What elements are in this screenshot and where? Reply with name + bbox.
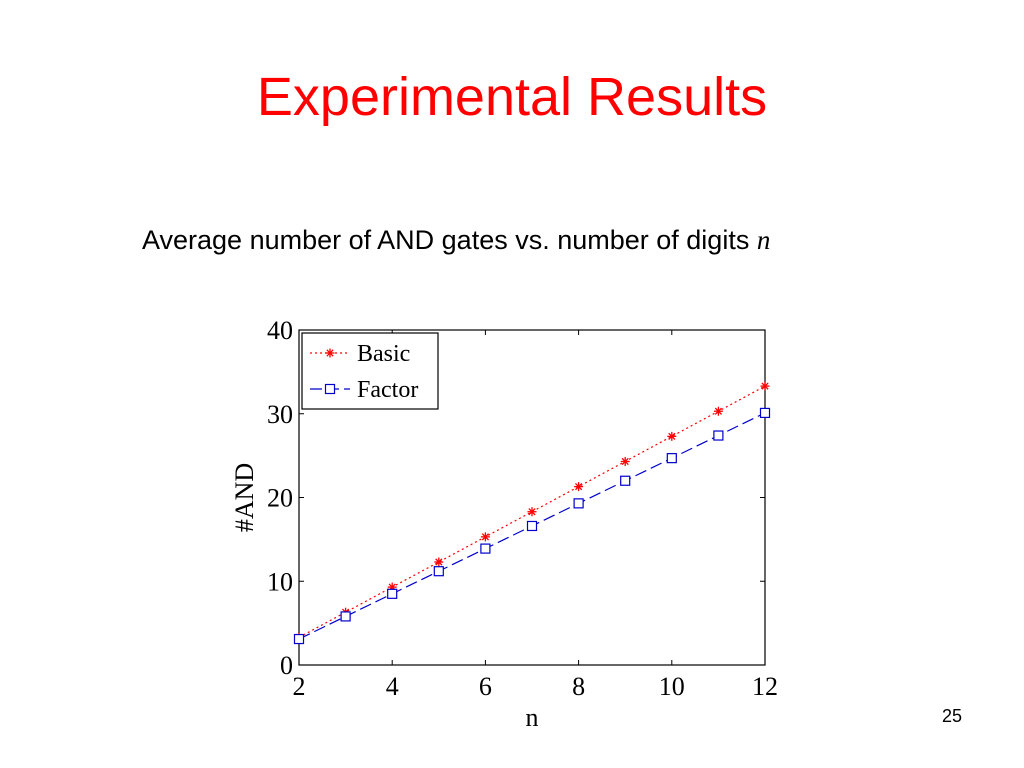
data-point-basic xyxy=(667,431,677,441)
data-point-basic xyxy=(713,406,723,416)
subtitle-variable: n xyxy=(756,225,771,255)
legend-label-basic: Basic xyxy=(357,341,410,367)
data-point-factor xyxy=(340,611,351,622)
slide-title: Experimental Results xyxy=(256,67,768,127)
series-line-basic xyxy=(298,385,766,638)
data-point-factor xyxy=(713,430,724,441)
x-tick-label: 6 xyxy=(479,672,492,701)
legend-box xyxy=(301,332,439,410)
data-point-basic xyxy=(480,532,490,542)
y-tick-label: 30 xyxy=(267,400,293,429)
page-number: 25 xyxy=(941,706,962,726)
x-tick-label: 2 xyxy=(293,672,306,701)
y-tick-label: 0 xyxy=(280,651,293,680)
legend-label-factor: Factor xyxy=(357,377,418,403)
y-tick-label: 10 xyxy=(267,567,293,596)
x-tick-label: 10 xyxy=(659,672,685,701)
x-axis-label: n xyxy=(526,703,539,732)
data-point-factor xyxy=(293,633,305,645)
data-point-factor xyxy=(666,453,677,464)
data-point-basic xyxy=(434,557,444,567)
data-point-factor xyxy=(573,498,584,509)
legend-marker-basic xyxy=(325,348,335,358)
legend-marker-factor xyxy=(324,383,336,395)
subtitle-text: Average number of AND gates vs. number o… xyxy=(142,225,750,255)
data-point-factor xyxy=(620,475,631,486)
x-tick-label: 4 xyxy=(386,672,399,701)
data-point-basic xyxy=(620,456,630,466)
y-tick-label: 20 xyxy=(267,484,293,513)
y-tick-label: 40 xyxy=(267,316,293,345)
slide-subtitle: Average number of AND gates vs. number o… xyxy=(142,222,770,258)
x-tick-label: 8 xyxy=(572,672,585,701)
x-tick-label: 12 xyxy=(752,672,778,701)
data-point-basic xyxy=(574,482,584,492)
data-point-factor xyxy=(759,407,771,419)
data-point-basic xyxy=(760,381,770,391)
data-point-factor xyxy=(526,520,538,532)
data-point-factor xyxy=(433,566,444,577)
data-point-factor xyxy=(480,543,491,554)
y-axis-label: #AND xyxy=(230,463,259,532)
data-point-factor xyxy=(387,588,398,599)
data-point-basic xyxy=(527,507,537,517)
